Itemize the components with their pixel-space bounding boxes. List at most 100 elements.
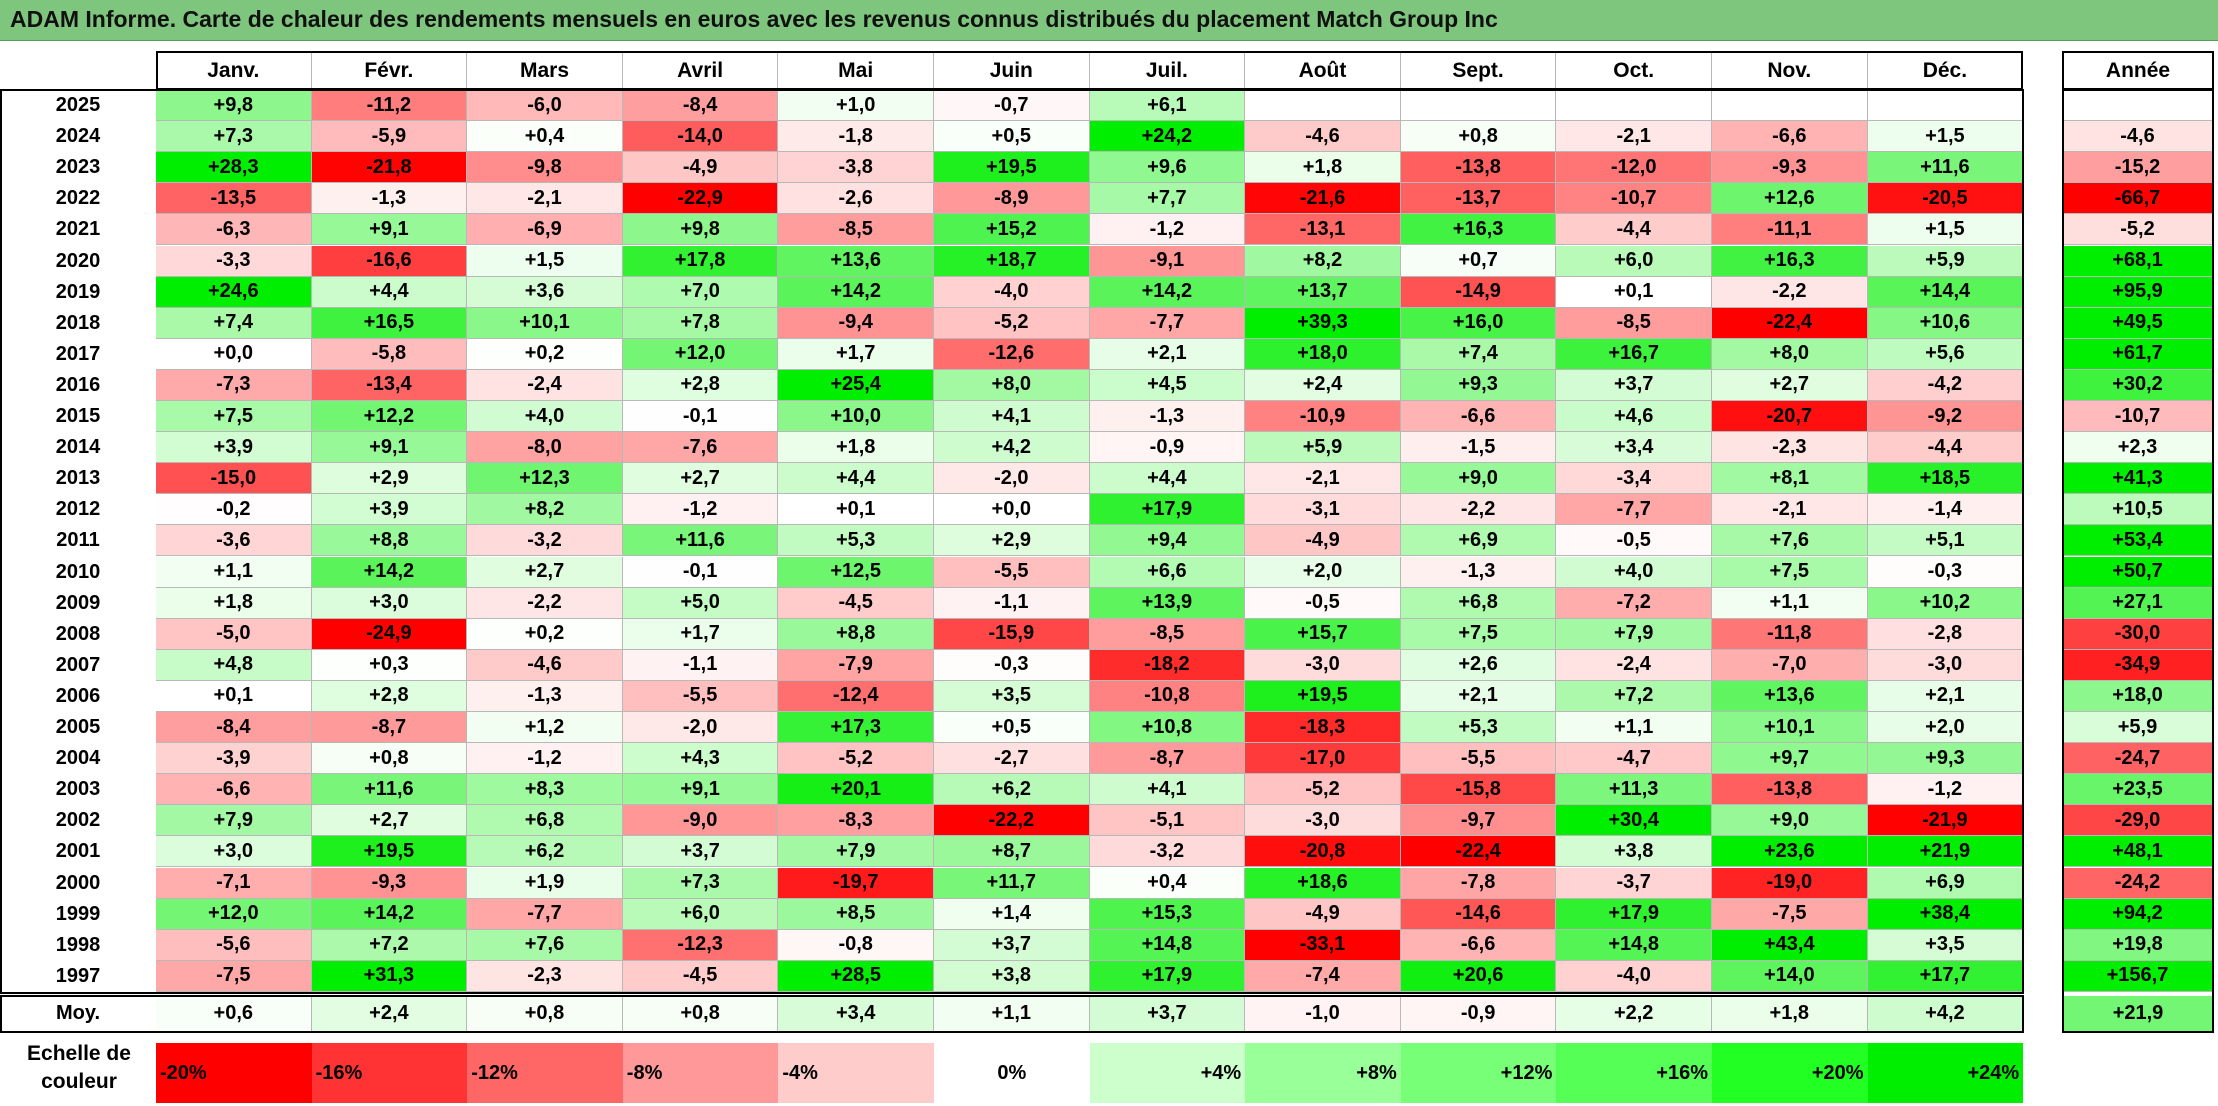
- heatmap-cell: +38,4: [1867, 898, 2024, 930]
- heatmap-cell: +1,8: [778, 432, 934, 464]
- heatmap-cell: +4,0: [467, 401, 623, 433]
- heatmap-cell: +2,8: [311, 680, 468, 712]
- annual-cell: +30,2: [2062, 369, 2214, 401]
- heatmap-cell: -4,7: [1556, 743, 1712, 775]
- heatmap-cell: -2,7: [934, 743, 1090, 775]
- annual-cell: +27,1: [2062, 587, 2214, 619]
- heatmap-cell: +9,0: [1712, 805, 1868, 837]
- heatmap-cell: +2,7: [1712, 369, 1868, 401]
- heatmap-cell: +39,3: [1245, 307, 1401, 339]
- heatmap-cell: +16,5: [311, 307, 468, 339]
- heatmap-cell: -2,1: [1245, 463, 1401, 495]
- heatmap-cell: +5,9: [1245, 432, 1401, 464]
- heatmap-cell: -1,8: [778, 121, 934, 153]
- heatmap-cell: +6,0: [622, 898, 779, 930]
- heatmap-cell: -2,4: [1556, 649, 1712, 681]
- heatmap-cell: +21,9: [1867, 836, 2024, 868]
- heatmap-cell: +19,5: [1245, 680, 1401, 712]
- heatmap-cell: -14,6: [1400, 898, 1557, 930]
- year-label: 2003: [0, 774, 156, 806]
- heatmap-cell: +0,5: [934, 121, 1090, 153]
- heatmap-cell: -9,8: [467, 152, 623, 184]
- heatmap-cell: +7,5: [1400, 618, 1557, 650]
- heatmap-cell: +16,3: [1400, 214, 1557, 246]
- heatmap-cell: +8,2: [1245, 245, 1401, 277]
- heatmap-cell: +5,3: [1400, 712, 1557, 744]
- heatmap-cell: -17,0: [1245, 743, 1401, 775]
- month-header: Avril: [622, 52, 779, 90]
- average-cell: -0,9: [1400, 995, 1557, 1032]
- heatmap-cell: +4,4: [778, 463, 934, 495]
- heatmap-cell: -6,3: [156, 214, 312, 246]
- heatmap-cell: +6,8: [467, 805, 623, 837]
- year-label: 2018: [0, 307, 156, 339]
- heatmap-cell: +0,1: [778, 494, 934, 526]
- month-header: Juin: [934, 52, 1090, 90]
- heatmap-cell: +19,5: [934, 152, 1090, 184]
- heatmap-cell: -2,6: [778, 183, 934, 215]
- heatmap-cell: +14,4: [1867, 276, 2024, 308]
- heatmap-cell: +0,7: [1400, 245, 1557, 277]
- heatmap-cell: -2,1: [1712, 494, 1868, 526]
- heatmap-cell: -5,9: [311, 121, 468, 153]
- year-label: 1997: [0, 960, 156, 992]
- heatmap-cell: -1,2: [1089, 214, 1246, 246]
- average-cell: +2,4: [311, 995, 468, 1032]
- heatmap-cell: +4,4: [1089, 463, 1246, 495]
- heatmap-cell: -8,4: [156, 712, 312, 744]
- heatmap-cell: +0,3: [311, 649, 468, 681]
- average-annual-cell: +21,9: [2062, 995, 2214, 1032]
- heatmap-cell: +3,9: [311, 494, 468, 526]
- heatmap-cell: -12,6: [934, 338, 1090, 370]
- heatmap-cell: +1,1: [1556, 712, 1712, 744]
- legend-step: 0%: [934, 1043, 1090, 1103]
- title-bar: ADAM Informe. Carte de chaleur des rende…: [0, 0, 2218, 41]
- year-label: 2009: [0, 587, 156, 619]
- heatmap-cell: +5,9: [1867, 245, 2024, 277]
- heatmap-cell: -13,1: [1245, 214, 1401, 246]
- heatmap-cell: +3,8: [1556, 836, 1712, 868]
- heatmap-cell: -2,4: [467, 369, 623, 401]
- heatmap-cell: +3,7: [1556, 369, 1712, 401]
- heatmap-cell: +1,5: [467, 245, 623, 277]
- heatmap-cell: -2,2: [1400, 494, 1557, 526]
- heatmap-cell: -15,8: [1400, 774, 1557, 806]
- heatmap-cell: +0,4: [467, 121, 623, 153]
- heatmap-cell: +14,0: [1712, 960, 1868, 992]
- heatmap-cell: +8,7: [934, 836, 1090, 868]
- annual-cell: +48,1: [2062, 836, 2214, 868]
- heatmap-cell: +14,2: [778, 276, 934, 308]
- year-label: 2017: [0, 338, 156, 370]
- heatmap-cell: -5,5: [934, 556, 1090, 588]
- year-label: 2011: [0, 525, 156, 557]
- month-header: Juil.: [1089, 52, 1246, 90]
- heatmap-cell: -9,2: [1867, 401, 2024, 433]
- heatmap-cell: -4,0: [1556, 960, 1712, 992]
- heatmap-cell: +14,2: [311, 898, 468, 930]
- year-label: 2005: [0, 712, 156, 744]
- heatmap-cell: +9,6: [1089, 152, 1246, 184]
- heatmap-cell: +0,2: [467, 618, 623, 650]
- heatmap-cell: -24,9: [311, 618, 468, 650]
- heatmap-cell: -22,2: [934, 805, 1090, 837]
- heatmap-cell: -4,5: [778, 587, 934, 619]
- heatmap-cell: -13,4: [311, 369, 468, 401]
- heatmap-cell: +43,4: [1712, 929, 1868, 961]
- heatmap-cell: -1,3: [1400, 556, 1557, 588]
- month-header: Août: [1245, 52, 1401, 90]
- heatmap-cell: +7,3: [156, 121, 312, 153]
- heatmap-cell: +24,6: [156, 276, 312, 308]
- heatmap-cell: -0,8: [778, 929, 934, 961]
- heatmap-cell: +1,5: [1867, 214, 2024, 246]
- year-label: 2022: [0, 183, 156, 215]
- annual-cell: [2062, 90, 2214, 122]
- annual-cell: +41,3: [2062, 463, 2214, 495]
- heatmap-cell: +6,1: [1089, 90, 1246, 122]
- heatmap-cell: -7,2: [1556, 587, 1712, 619]
- heatmap-cell: +12,5: [778, 556, 934, 588]
- heatmap-cell: +15,7: [1245, 618, 1401, 650]
- heatmap-cell: +13,6: [1712, 680, 1868, 712]
- annual-header: Année: [2062, 52, 2214, 90]
- legend-step: +20%: [1712, 1043, 1868, 1103]
- heatmap-cell: +15,3: [1089, 898, 1246, 930]
